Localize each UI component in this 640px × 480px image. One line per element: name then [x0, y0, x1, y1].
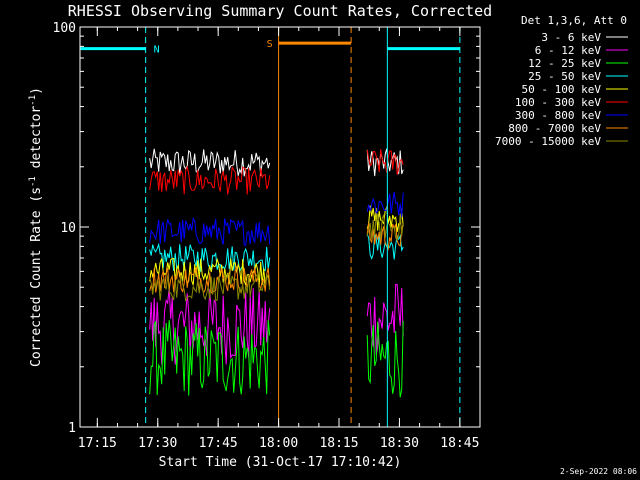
legend-title: Det 1,3,6, Att 0 — [521, 14, 627, 27]
legend-label: 300 - 800 keV — [515, 109, 601, 122]
y-axis-label-sup-1: -1 — [28, 176, 38, 187]
y-axis-label: Corrected Count Rate (s-1 detector-1) — [28, 87, 44, 367]
y-tick-label: 100 — [53, 21, 76, 36]
y-axis-label-end: ) — [29, 87, 44, 95]
legend-label: 25 - 50 keV — [528, 70, 601, 83]
chart-title: RHESSI Observing Summary Count Rates, Co… — [68, 2, 492, 20]
x-tick-label: 17:45 — [199, 436, 238, 451]
night-label: N — [154, 45, 160, 56]
x-axis-label: Start Time (31-Oct-17 17:10:42) — [159, 455, 402, 470]
series-trace-5-1 — [366, 149, 404, 175]
x-tick-label: 18:30 — [380, 436, 419, 451]
series-trace-8-1 — [366, 213, 404, 242]
legend-label: 6 - 12 keV — [535, 44, 602, 57]
series-trace-7-0 — [149, 265, 271, 294]
y-axis-label-mid: detector — [29, 106, 44, 177]
plot-frame — [79, 26, 481, 428]
x-tick-label: 17:30 — [138, 436, 177, 451]
series-trace-1-0 — [149, 287, 271, 365]
legend-label: 800 - 7000 keV — [508, 122, 601, 135]
series-trace-4-0 — [149, 257, 271, 286]
x-tick-label: 18:45 — [440, 436, 479, 451]
y-tick-label: 1 — [68, 421, 76, 436]
footer-date: 2-Sep-2022 08:06 — [560, 467, 637, 476]
series-trace-1-1 — [366, 283, 404, 355]
y-tick-label: 10 — [60, 221, 76, 236]
y-axis-label-main: Corrected Count Rate (s — [29, 187, 44, 367]
series-trace-2-0 — [149, 320, 271, 396]
x-tick-label: 18:00 — [259, 436, 298, 451]
x-axis: 17:15 17:30 17:45 18:00 18:15 18:30 18:45 — [78, 27, 479, 451]
series-trace-8-0 — [149, 273, 271, 303]
legend-label: 12 - 25 keV — [528, 57, 601, 70]
y-axis-label-sup-2: -1 — [28, 95, 38, 106]
series-trace-7-1 — [366, 222, 404, 251]
series-trace-2-1 — [366, 320, 404, 398]
x-tick-label: 17:15 — [78, 436, 117, 451]
series-trace-6-0 — [149, 217, 271, 246]
series-trace-0-1 — [366, 148, 404, 177]
saa-label: S — [267, 39, 273, 50]
legend-label: 7000 - 15000 keV — [495, 135, 601, 148]
series-trace-5-0 — [149, 165, 271, 195]
series-trace-6-1 — [366, 192, 404, 218]
x-tick-label: 18:15 — [319, 436, 358, 451]
y-axis: 1 10 100 — [53, 21, 480, 436]
legend-label: 3 - 6 keV — [541, 31, 601, 44]
legend-label: 100 - 300 keV — [515, 96, 601, 109]
legend-label: 50 - 100 keV — [522, 83, 602, 96]
series-trace-0-0 — [149, 148, 271, 177]
